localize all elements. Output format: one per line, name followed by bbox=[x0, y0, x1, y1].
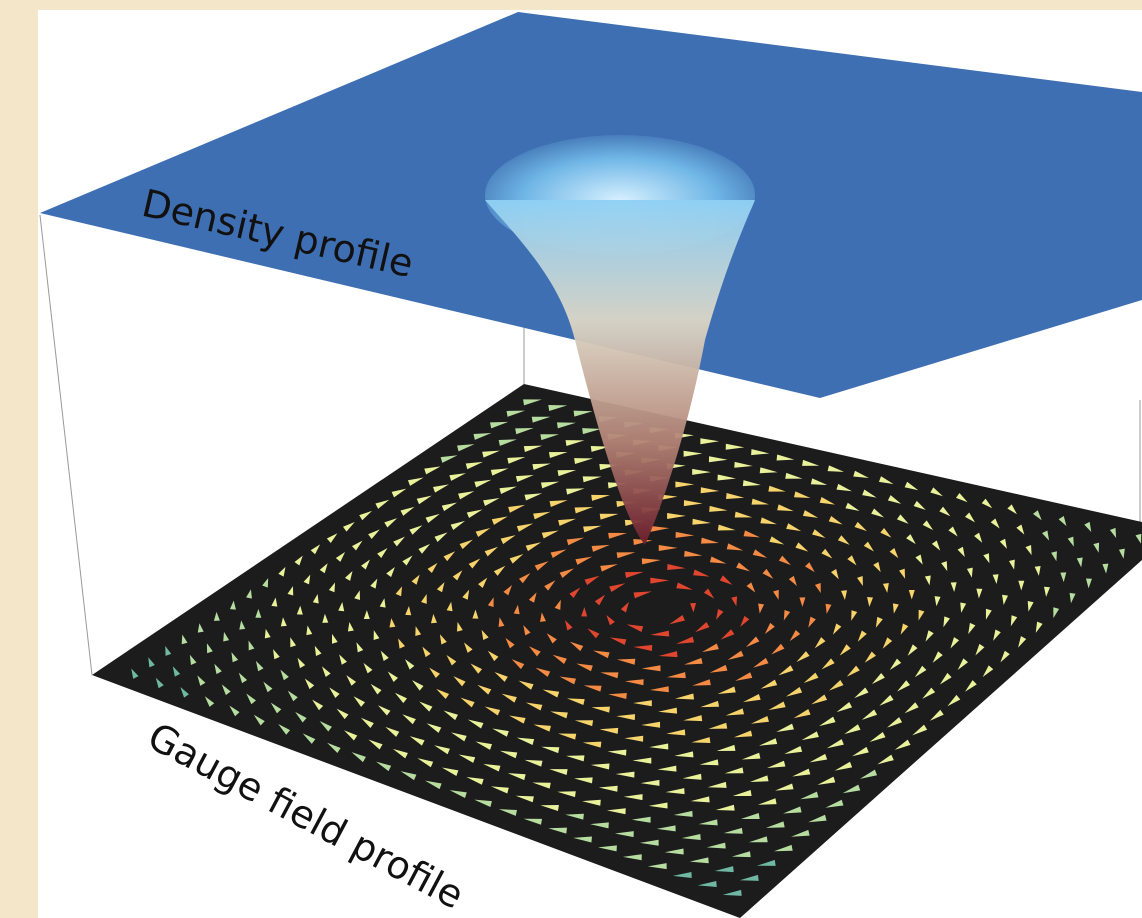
figure: Density profile Gauge field profile bbox=[0, 0, 1142, 918]
